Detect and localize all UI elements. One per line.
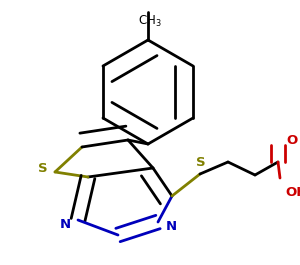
Text: O: O — [286, 135, 297, 148]
Text: OH: OH — [285, 186, 300, 199]
Text: S: S — [196, 156, 206, 169]
Text: N: N — [165, 220, 177, 233]
Text: S: S — [38, 162, 48, 175]
Text: CH$_3$: CH$_3$ — [138, 14, 162, 29]
Text: N: N — [59, 219, 70, 232]
